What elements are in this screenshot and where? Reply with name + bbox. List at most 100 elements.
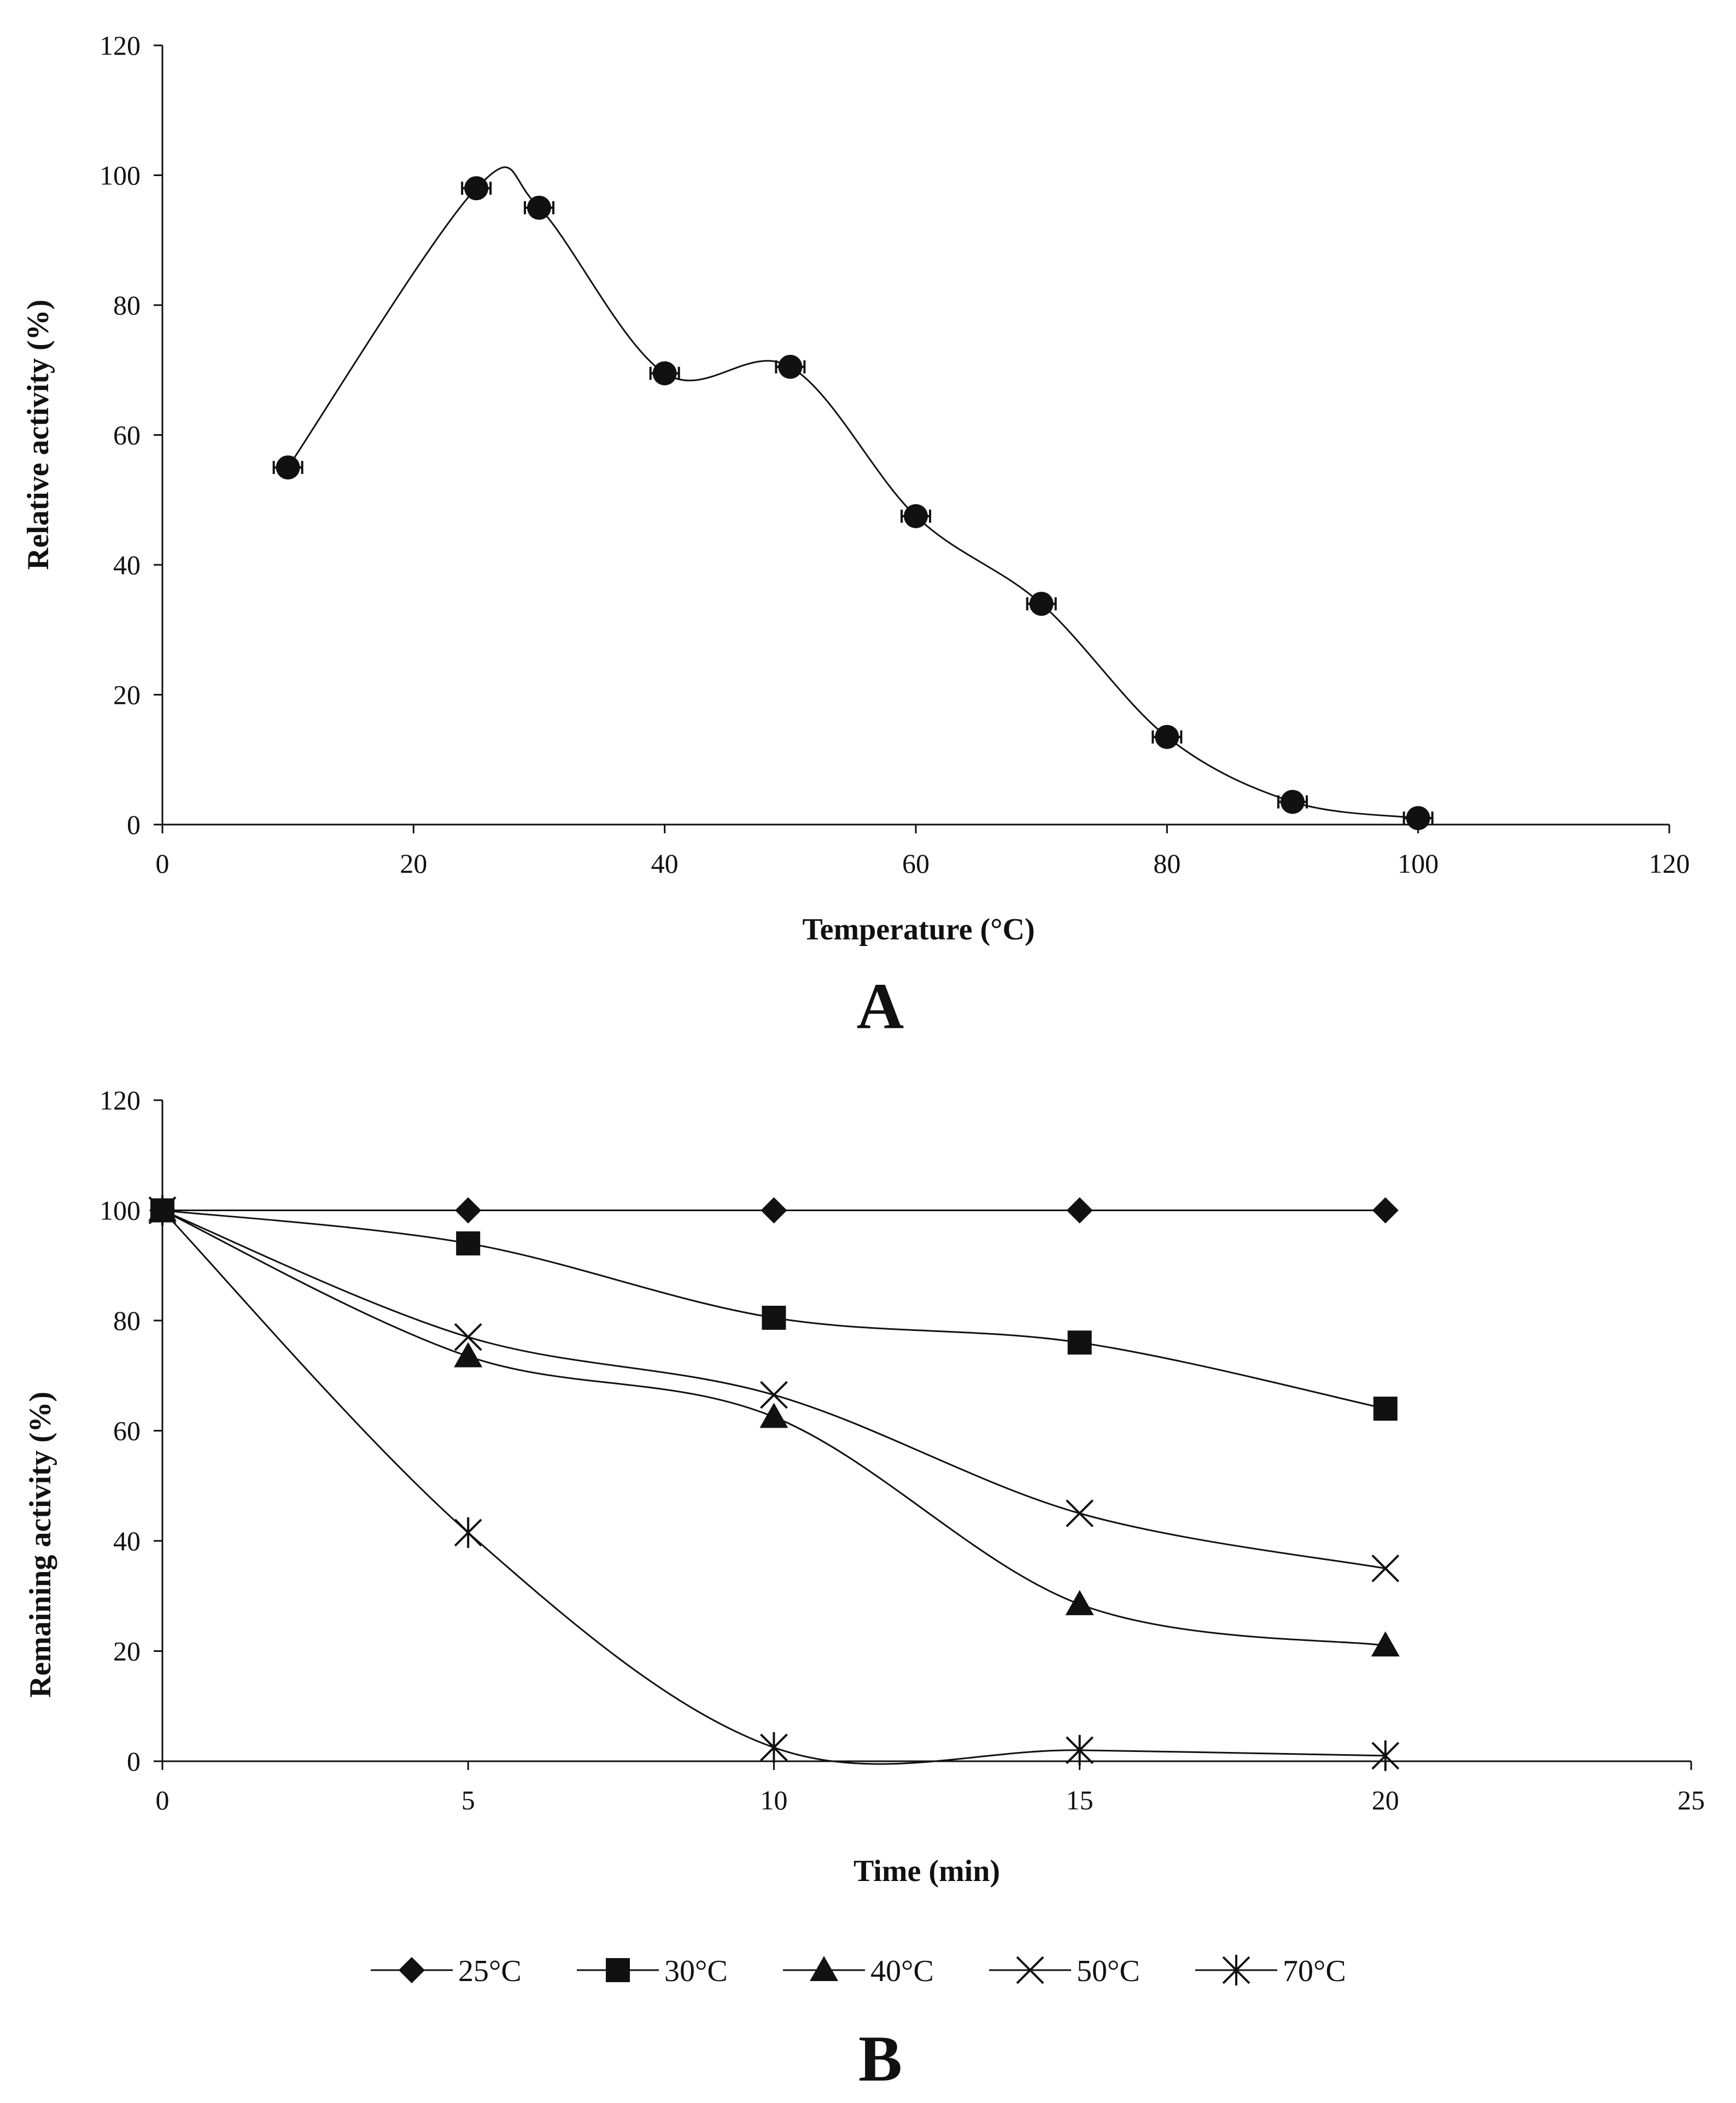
chart-a-y-axis-title: Relative activity (%) — [21, 300, 55, 570]
data-point — [759, 1403, 788, 1428]
data-point — [761, 1197, 787, 1224]
data-point — [1373, 1397, 1398, 1421]
series-30C — [150, 1198, 1398, 1421]
y-tick-label: 100 — [100, 160, 141, 191]
chart-a-x-axis-title: Temperature (°C) — [802, 913, 1034, 947]
series-40C — [148, 1196, 1400, 1657]
legend-label: 25°C — [458, 1954, 522, 1988]
data-point — [1155, 725, 1179, 749]
x-tick-label: 25 — [1677, 1785, 1705, 1815]
x-tick-label: 40 — [651, 848, 679, 879]
chart-b-y-tick-labels: 0 20 40 60 80 100 120 — [100, 1085, 141, 1777]
series-line — [162, 1210, 1386, 1646]
legend-marker — [1222, 1955, 1250, 1985]
y-tick-label: 40 — [113, 1526, 141, 1556]
series-25C — [149, 1197, 1399, 1224]
y-tick-label: 0 — [127, 809, 141, 840]
x-tick-label: 0 — [156, 1785, 169, 1815]
y-tick-label: 80 — [113, 1305, 141, 1336]
data-point — [464, 176, 489, 201]
x-tick-label: 120 — [1649, 848, 1690, 879]
y-tick-label: 0 — [127, 1746, 141, 1777]
chart-a-y-tick-labels: 0 20 40 60 80 100 120 — [100, 30, 141, 840]
series-0 — [272, 166, 1434, 831]
chart-b: 0 20 40 60 80 100 120 0 5 10 15 20 25 Time (min) Re… — [24, 1085, 1705, 2095]
x-tick-label: 0 — [156, 848, 169, 879]
y-tick-label: 20 — [113, 1636, 141, 1667]
chart-a: 0 20 40 60 80 100 120 0 20 40 60 80 100 120 Temperat… — [21, 30, 1690, 1042]
data-point — [652, 361, 677, 385]
legend-label: 70°C — [1283, 1954, 1346, 1988]
data-point — [1371, 1554, 1400, 1582]
series-50C — [148, 1196, 1400, 1582]
chart-a-plot — [272, 166, 1434, 831]
y-tick-label: 120 — [100, 30, 141, 61]
legend-marker — [1016, 1956, 1044, 1984]
series-line — [287, 166, 1418, 819]
x-tick-label: 80 — [1153, 848, 1180, 879]
data-point — [759, 1732, 788, 1763]
data-point — [1065, 1590, 1094, 1615]
chart-b-legend: 25°C 30°C 40°C 50°C 70°C — [371, 1954, 1346, 1988]
chart-a-x-tick-labels: 0 20 40 60 80 100 120 — [156, 848, 1690, 879]
y-tick-label: 80 — [113, 290, 141, 320]
data-point — [759, 1381, 788, 1409]
data-point — [148, 1195, 177, 1226]
chart-b-y-axis-title: Remaining activity (%) — [24, 1392, 57, 1698]
data-point — [1281, 790, 1305, 814]
y-tick-label: 40 — [113, 550, 141, 580]
data-point — [454, 1517, 482, 1548]
data-point — [1372, 1197, 1399, 1224]
chart-b-panel-letter: B — [858, 2022, 902, 2095]
data-point — [1067, 1330, 1092, 1355]
x-tick-label: 20 — [1372, 1785, 1399, 1815]
legend-item: 40°C — [783, 1954, 934, 1988]
x-tick-label: 5 — [461, 1785, 475, 1815]
legend-label: 50°C — [1077, 1954, 1140, 1988]
legend-marker — [399, 1957, 425, 1983]
data-point — [1371, 1740, 1400, 1771]
x-tick-label: 15 — [1066, 1785, 1094, 1815]
data-point — [778, 354, 803, 379]
series-70C — [148, 1195, 1400, 1771]
x-tick-label: 10 — [760, 1785, 787, 1815]
legend-marker — [810, 1956, 838, 1981]
chart-b-x-axis-title: Time (min) — [854, 1854, 1000, 1888]
data-point — [456, 1231, 481, 1255]
data-point — [454, 1323, 482, 1351]
legend-item: 30°C — [577, 1954, 728, 1988]
data-point — [527, 195, 551, 220]
data-point — [1406, 806, 1430, 831]
chart-b-plot — [148, 1195, 1400, 1771]
legend-item: 70°C — [1195, 1954, 1346, 1988]
data-point — [454, 1342, 483, 1368]
chart-a-panel-letter: A — [857, 969, 904, 1042]
series-line — [162, 1210, 1386, 1569]
data-point — [1066, 1499, 1094, 1528]
data-point — [762, 1305, 786, 1330]
chart-b-axes — [154, 1099, 1692, 1770]
y-tick-label: 100 — [100, 1195, 141, 1226]
x-tick-label: 60 — [902, 848, 930, 879]
y-tick-label: 120 — [100, 1085, 141, 1115]
data-point — [1066, 1197, 1093, 1224]
x-tick-label: 100 — [1398, 848, 1439, 879]
data-point — [1371, 1631, 1400, 1657]
data-point — [455, 1197, 482, 1224]
legend-item: 50°C — [989, 1954, 1140, 1988]
x-tick-label: 20 — [400, 848, 427, 879]
data-point — [1066, 1734, 1094, 1766]
data-point — [1029, 592, 1054, 616]
data-point — [276, 455, 300, 480]
y-tick-label: 60 — [113, 1416, 141, 1446]
legend-label: 40°C — [870, 1954, 934, 1988]
y-tick-label: 20 — [113, 680, 141, 710]
legend-marker — [606, 1958, 630, 1982]
chart-a-axes — [154, 44, 1670, 833]
series-line — [161, 1210, 1386, 1765]
legend-item: 25°C — [371, 1954, 522, 1988]
y-tick-label: 60 — [113, 420, 141, 451]
legend-label: 30°C — [664, 1954, 728, 1988]
data-point — [904, 504, 928, 528]
